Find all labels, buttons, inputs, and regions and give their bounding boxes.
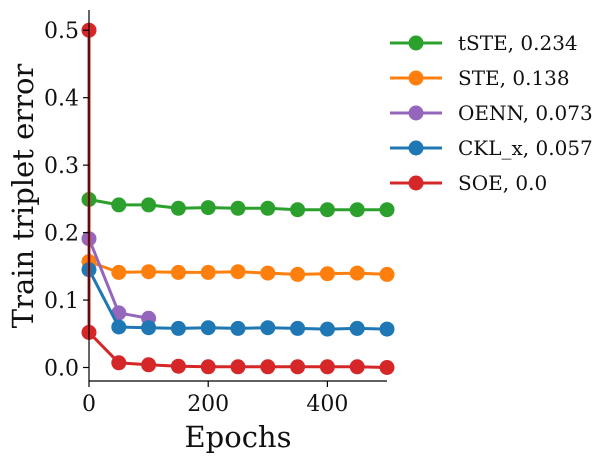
- legend-entry: OENN, 0.073: [390, 101, 593, 125]
- data-point: [319, 359, 335, 375]
- data-point: [230, 359, 246, 375]
- legend-entry: CKL_x, 0.057: [390, 136, 593, 160]
- legend-label: tSTE, 0.234: [458, 31, 578, 55]
- data-point: [230, 200, 246, 216]
- data-point: [170, 320, 186, 336]
- data-point: [379, 321, 395, 337]
- data-point: [260, 265, 276, 281]
- data-point: [379, 266, 395, 282]
- data-point: [170, 358, 186, 374]
- data-point: [290, 266, 306, 282]
- y-tick-label: 0.2: [44, 222, 79, 247]
- legend-marker: [408, 70, 424, 86]
- data-point: [260, 200, 276, 216]
- data-point: [111, 319, 127, 335]
- data-point: [111, 197, 127, 213]
- y-tick-label: 0.3: [44, 154, 79, 179]
- x-tick-label: 200: [187, 392, 229, 417]
- series-ste: [81, 254, 395, 282]
- data-point: [111, 355, 127, 371]
- legend-marker: [408, 140, 424, 156]
- data-point: [141, 197, 157, 213]
- series-tste: [81, 192, 395, 218]
- y-tick-label: 0.4: [44, 87, 79, 112]
- legend-label: STE, 0.138: [458, 66, 570, 90]
- data-point: [319, 321, 335, 337]
- x-axis-label: Epochs: [185, 420, 292, 454]
- legend-label: CKL_x, 0.057: [458, 136, 593, 160]
- series-soe: [81, 22, 395, 375]
- data-point: [319, 266, 335, 282]
- legend-label: OENN, 0.073: [458, 101, 593, 125]
- data-point: [230, 320, 246, 336]
- data-point: [230, 264, 246, 280]
- legend-marker: [408, 175, 424, 191]
- legend: tSTE, 0.234 STE, 0.138 OENN, 0.073 CKL_x, 0…: [390, 31, 593, 195]
- data-point: [260, 320, 276, 336]
- legend-marker: [408, 105, 424, 121]
- data-point: [141, 264, 157, 280]
- series-layer: [81, 22, 395, 375]
- y-tick-label: 0.5: [44, 19, 79, 44]
- data-point: [200, 264, 216, 280]
- legend-entry: STE, 0.138: [390, 66, 570, 90]
- data-point: [170, 264, 186, 280]
- legend-label: SOE, 0.0: [458, 171, 547, 195]
- data-point: [200, 320, 216, 336]
- data-point: [379, 202, 395, 218]
- data-point: [200, 359, 216, 375]
- data-point: [349, 359, 365, 375]
- x-tick-label: 400: [306, 392, 348, 417]
- data-point: [349, 320, 365, 336]
- data-point: [141, 320, 157, 336]
- data-point: [379, 360, 395, 375]
- x-tick-label: 0: [82, 392, 96, 417]
- data-point: [260, 359, 276, 375]
- legend-entry: tSTE, 0.234: [390, 31, 578, 55]
- data-point: [319, 202, 335, 218]
- y-tick-label: 0.0: [44, 357, 79, 382]
- data-point: [141, 357, 157, 373]
- data-point: [290, 320, 306, 336]
- legend-entry: SOE, 0.0: [390, 171, 547, 195]
- data-point: [200, 200, 216, 216]
- data-point: [290, 202, 306, 218]
- ticks-layer: 0.0 0.1 0.2 0.3 0.4 0.5 0 200 400: [44, 19, 348, 417]
- data-point: [290, 359, 306, 375]
- data-point: [170, 200, 186, 216]
- axes-layer: [88, 10, 387, 382]
- data-point: [349, 265, 365, 281]
- legend-marker: [408, 35, 424, 51]
- y-axis-label: Train triplet error: [6, 64, 40, 329]
- data-point: [349, 202, 365, 218]
- data-point: [111, 264, 127, 280]
- y-tick-label: 0.1: [44, 289, 79, 314]
